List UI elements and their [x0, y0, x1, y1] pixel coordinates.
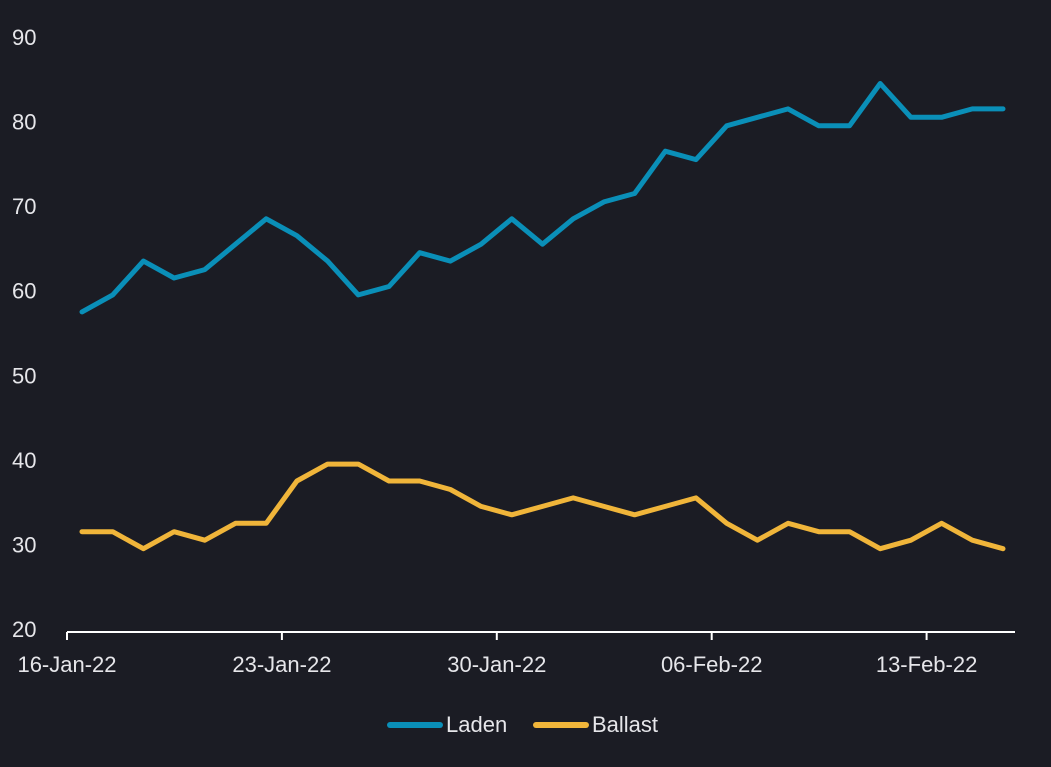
series-layer — [79, 81, 1006, 552]
x-tick-label: 23-Jan-22 — [232, 652, 331, 677]
y-tick-label: 90 — [12, 25, 36, 50]
x-tick-label: 16-Jan-22 — [17, 652, 116, 677]
x-tick-label: 06-Feb-22 — [661, 652, 763, 677]
y-tick-label: 40 — [12, 448, 36, 473]
y-tick-label: 30 — [12, 532, 36, 557]
x-tick-label: 30-Jan-22 — [447, 652, 546, 677]
series-line-laden — [79, 81, 1006, 315]
y-tick-label: 80 — [12, 110, 36, 135]
y-tick-label: 60 — [12, 279, 36, 304]
legend-label-ballast: Ballast — [592, 712, 658, 737]
x-axis: 16-Jan-22 23-Jan-22 30-Jan-22 06-Feb-22 13-F… — [17, 631, 1015, 677]
x-tick-label: 13-Feb-22 — [876, 652, 978, 677]
y-tick-label: 70 — [12, 194, 36, 219]
series-line-ballast — [79, 461, 1006, 552]
y-axis: 20 30 40 50 60 70 80 90 — [12, 25, 36, 642]
legend: Laden Ballast — [387, 712, 658, 737]
y-tick-label: 20 — [12, 617, 36, 642]
y-tick-label: 50 — [12, 363, 36, 388]
legend-label-laden: Laden — [446, 712, 507, 737]
